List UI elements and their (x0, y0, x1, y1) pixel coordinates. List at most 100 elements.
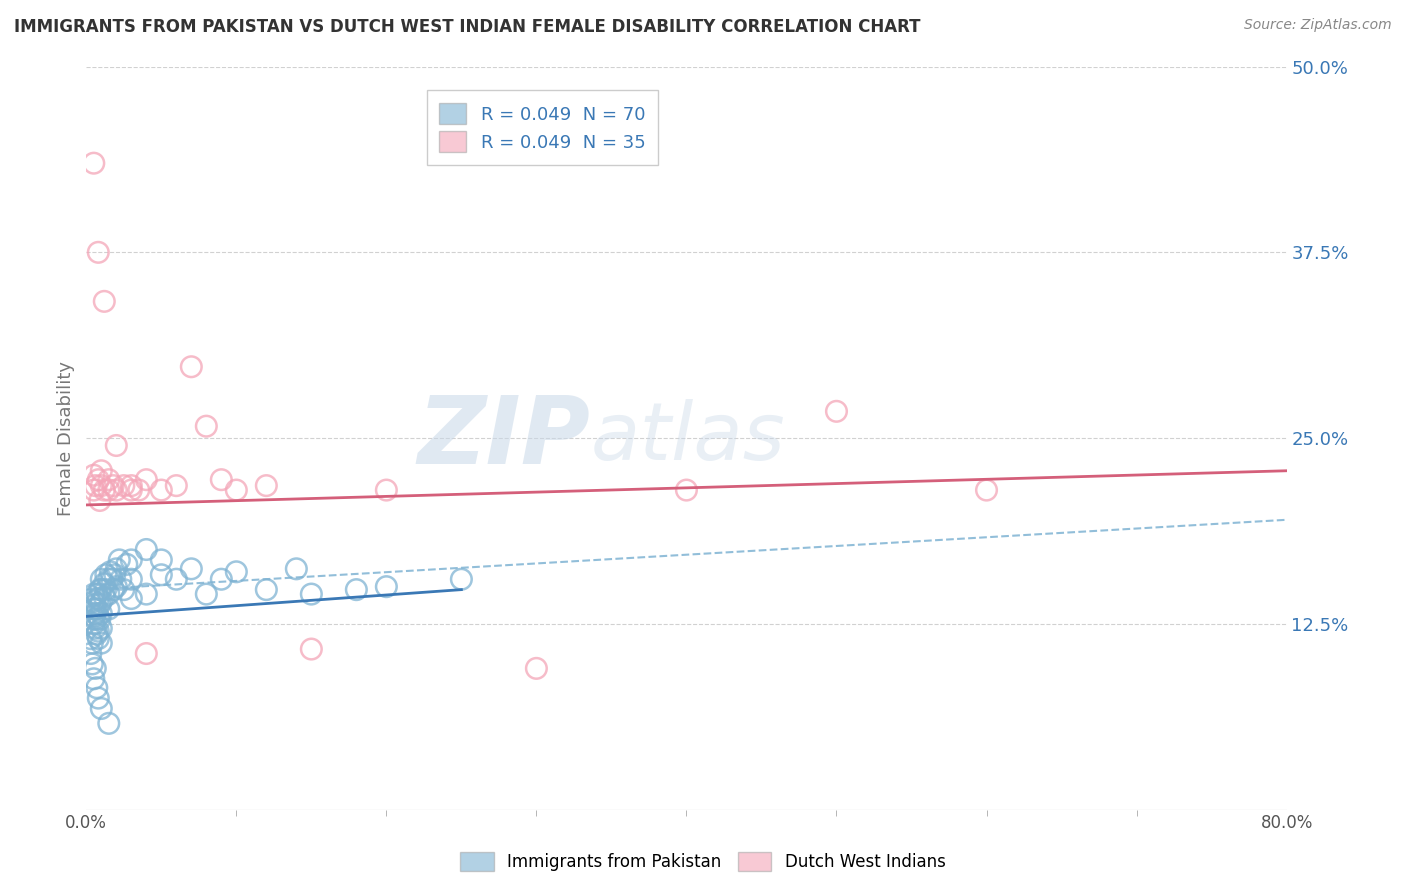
Point (97, 483, 120, 497)
Point (83, 587, 105, 601)
Point (86, 602, 108, 616)
Point (108, 553, 131, 567)
Point (87, 245, 110, 260)
Point (90, 701, 112, 715)
Point (120, 483, 142, 497)
Point (83, 672, 105, 686)
Point (150, 483, 173, 497)
Point (89, 598, 111, 612)
Point (87, 691, 110, 706)
Point (165, 478, 187, 492)
Point (112, 582, 135, 597)
Point (94, 567, 117, 582)
Legend: Immigrants from Pakistan, Dutch West Indians: Immigrants from Pakistan, Dutch West Ind… (453, 843, 953, 880)
Point (84, 661, 107, 675)
Point (87, 624, 110, 639)
Point (120, 572, 142, 586)
Point (105, 562, 128, 576)
Point (299, 642, 322, 657)
Point (110, 572, 132, 586)
Point (83, 616, 105, 631)
Point (83, 483, 105, 497)
Point (86, 587, 108, 601)
Point (83, 602, 105, 616)
Point (84, 607, 107, 621)
Point (165, 572, 187, 586)
Point (825, 404, 848, 418)
Point (101, 572, 124, 586)
Point (120, 478, 142, 492)
Point (80, 647, 103, 661)
Point (209, 473, 232, 487)
Point (86, 681, 108, 695)
Y-axis label: Female Disability: Female Disability (58, 360, 75, 516)
Point (105, 438, 128, 452)
Point (89, 493, 111, 508)
Point (94, 582, 117, 597)
Point (98, 565, 121, 579)
Text: ZIP: ZIP (418, 392, 591, 484)
Point (90, 478, 112, 492)
Point (80, 632, 103, 646)
Point (97, 572, 120, 586)
Point (976, 483, 998, 497)
Point (90, 594, 112, 608)
Point (450, 572, 472, 586)
Point (225, 565, 247, 579)
Point (90, 582, 112, 597)
Legend: R = 0.049  N = 70, R = 0.049  N = 35: R = 0.049 N = 70, R = 0.049 N = 35 (426, 90, 658, 165)
Point (84, 598, 107, 612)
Point (93, 294, 115, 309)
Point (105, 483, 128, 497)
Point (526, 661, 548, 675)
Point (135, 542, 157, 557)
Point (150, 567, 173, 582)
Point (83, 156, 105, 170)
Point (90, 607, 112, 621)
Point (180, 359, 202, 374)
Point (120, 553, 142, 567)
Point (86, 627, 108, 641)
Point (104, 567, 127, 582)
Point (89, 612, 111, 626)
Point (180, 562, 202, 576)
Point (82, 636, 104, 650)
Point (84, 478, 107, 492)
Point (225, 483, 247, 497)
Point (97, 473, 120, 487)
Point (93, 483, 115, 497)
Point (83, 609, 105, 624)
Point (97, 716, 120, 731)
Point (89, 582, 111, 597)
Point (87, 473, 110, 487)
Point (135, 587, 157, 601)
Point (83, 468, 105, 483)
Point (135, 473, 157, 487)
Point (93, 590, 115, 604)
Point (120, 591, 142, 606)
Point (209, 572, 232, 586)
Point (375, 483, 398, 497)
Point (84, 612, 107, 626)
Point (90, 464, 112, 478)
Point (90, 636, 112, 650)
Point (90, 572, 112, 586)
Point (375, 580, 398, 594)
Point (105, 580, 128, 594)
Point (87, 591, 110, 606)
Point (254, 478, 277, 492)
Point (97, 602, 120, 616)
Point (82, 657, 104, 671)
Point (83, 594, 105, 608)
Point (285, 562, 308, 576)
Point (90, 621, 112, 635)
Point (115, 558, 138, 572)
Point (87, 632, 110, 646)
Point (97, 587, 120, 601)
Point (87, 609, 110, 624)
Point (195, 587, 218, 601)
Text: atlas: atlas (591, 399, 785, 477)
Text: Source: ZipAtlas.com: Source: ZipAtlas.com (1244, 18, 1392, 32)
Point (103, 582, 125, 597)
Point (195, 419, 218, 434)
